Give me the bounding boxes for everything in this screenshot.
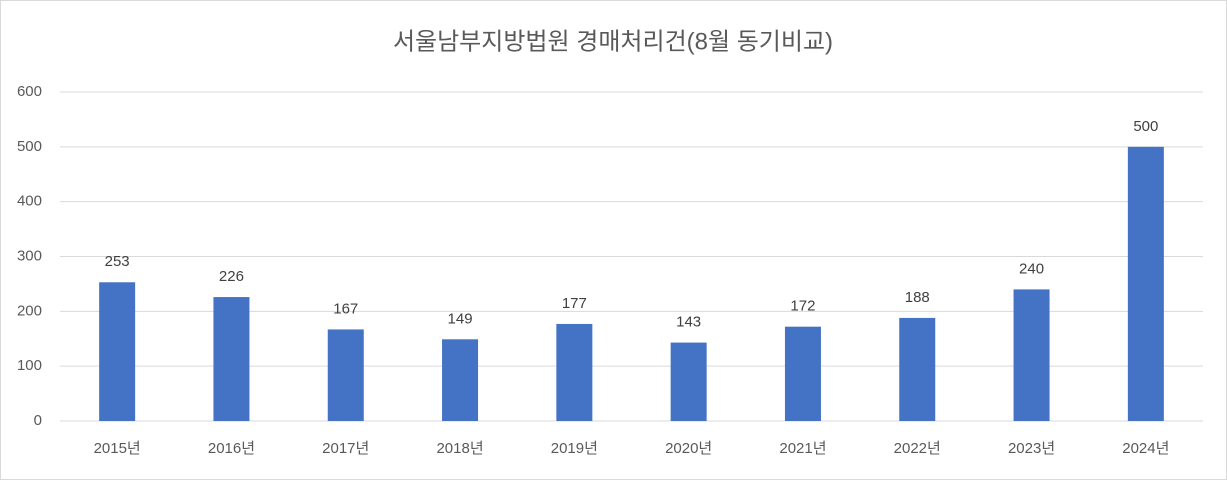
- bar: [442, 339, 479, 421]
- bar: [1127, 146, 1164, 422]
- y-tick-label: 200: [17, 302, 42, 319]
- x-tick-label: 2022년: [894, 440, 941, 457]
- chart-title: 서울남부지방법원 경매처리건(8월 동기비교): [393, 28, 833, 55]
- bar: [556, 323, 593, 421]
- y-tick-label: 600: [17, 83, 42, 100]
- y-tick-label: 100: [17, 357, 42, 374]
- bar: [99, 282, 136, 421]
- value-label: 172: [790, 298, 815, 315]
- value-label: 240: [1019, 260, 1044, 277]
- value-label: 188: [905, 289, 930, 306]
- x-tick-label: 2020년: [665, 440, 712, 457]
- x-tick-label: 2021년: [779, 440, 826, 457]
- y-tick-label: 500: [17, 138, 42, 155]
- value-label: 226: [219, 268, 244, 285]
- x-tick-label: 2018년: [436, 440, 483, 457]
- bar: [213, 297, 250, 421]
- value-label: 149: [448, 310, 473, 327]
- x-tick-label: 2023년: [1008, 440, 1055, 457]
- bar: [327, 329, 364, 421]
- y-tick-label: 0: [34, 412, 42, 429]
- y-tick-label: 300: [17, 247, 42, 264]
- x-tick-label: 2019년: [551, 440, 598, 457]
- x-tick-label: 2016년: [208, 440, 255, 457]
- value-label: 143: [676, 314, 701, 331]
- bar: [784, 326, 821, 421]
- value-label: 167: [333, 300, 358, 317]
- x-tick-label: 2024년: [1122, 440, 1169, 457]
- y-tick-label: 400: [17, 193, 42, 210]
- x-tick-label: 2015년: [94, 440, 141, 457]
- value-label: 253: [105, 253, 130, 270]
- bar: [670, 342, 707, 421]
- x-tick-label: 2017년: [322, 440, 369, 457]
- value-label: 500: [1133, 118, 1158, 135]
- bar: [899, 317, 936, 421]
- bar: [1013, 289, 1050, 421]
- value-label: 177: [562, 295, 587, 312]
